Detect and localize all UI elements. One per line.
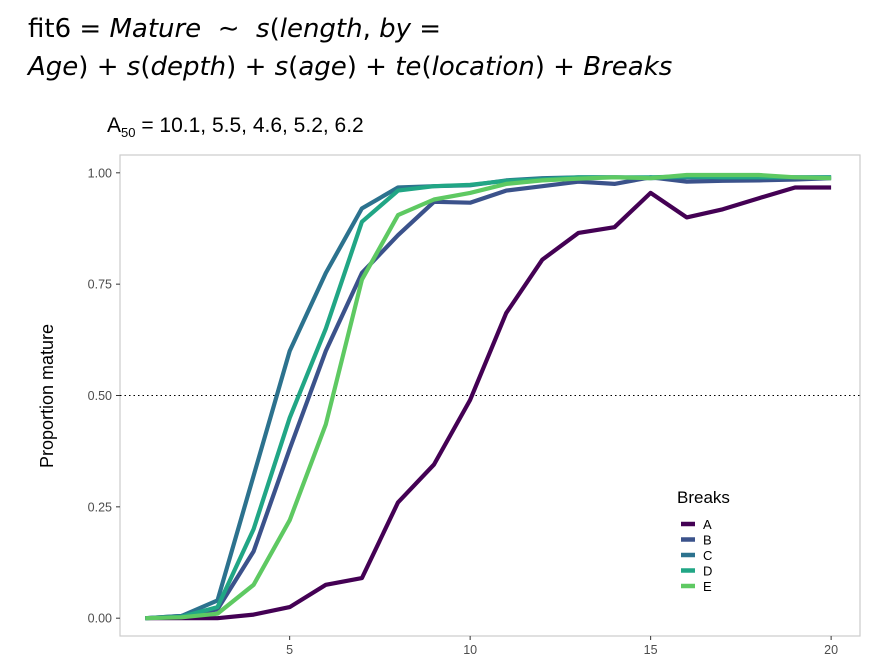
y-axis: 0.00 0.25 0.50 0.75 1.00: [88, 166, 120, 626]
title-token: fit6: [28, 14, 72, 44]
y-tick-label: 0.00: [88, 612, 112, 626]
y-tick-label: 0.50: [88, 389, 112, 403]
series-lines: [145, 172, 832, 621]
title-token: ) +: [346, 52, 396, 82]
x-tick-label: 20: [824, 643, 838, 657]
title-token: =: [71, 14, 110, 44]
subtitle-values: = 10.1, 5.5, 4.6, 5.2, 6.2: [135, 114, 364, 137]
x-tick-label: 5: [286, 643, 293, 657]
legend-label-a: A: [703, 517, 712, 532]
title-token: ∼: [201, 14, 257, 44]
x-axis: 5 10 15 20: [286, 636, 838, 657]
legend-label-b: B: [703, 533, 712, 548]
y-axis-label: Proportion mature: [37, 324, 57, 468]
title-token: (: [421, 52, 432, 82]
subtitle-prefix: A: [107, 114, 122, 137]
title-token: ) +: [534, 52, 584, 82]
title-token: (: [140, 52, 151, 82]
chart-title-line-1: fit6 = Mature ∼ s(length, by =: [28, 14, 441, 44]
y-tick-label: 0.25: [88, 500, 112, 514]
title-token: ,: [362, 14, 380, 44]
title-token: age: [298, 52, 347, 82]
title-token: by: [379, 14, 412, 44]
legend-label-d: D: [703, 564, 712, 579]
title-token: (: [288, 52, 299, 82]
title-token: s: [274, 52, 289, 82]
series-line-e: [145, 172, 832, 621]
title-token: (: [269, 14, 280, 44]
y-tick-label: 0.75: [88, 278, 112, 292]
legend-title: Breaks: [677, 488, 730, 507]
title-token: Age: [28, 52, 79, 82]
title-token: Mature: [109, 14, 202, 44]
series-line-d: [145, 174, 832, 621]
legend-label-c: C: [703, 548, 712, 563]
title-token: ) +: [226, 52, 275, 82]
title-token: depth: [150, 52, 227, 82]
x-tick-label: 10: [463, 643, 477, 657]
title-token: s: [256, 14, 270, 44]
series-line-b: [145, 175, 832, 621]
y-tick-label: 1.00: [88, 166, 112, 180]
x-tick-label: 15: [644, 643, 658, 657]
chart-title-line-2: Age) + s(depth) + s(age) + te(location) …: [28, 52, 672, 82]
chart-subtitle: A50 = 10.1, 5.5, 4.6, 5.2, 6.2: [107, 114, 364, 140]
legend-label-e: E: [703, 579, 712, 594]
title-token: =: [411, 14, 442, 44]
subtitle-subscript: 50: [121, 125, 136, 141]
title-token: length: [279, 14, 363, 44]
title-token: Breaks: [583, 52, 673, 82]
title-token: s: [126, 52, 141, 82]
title-token: ) +: [78, 52, 127, 82]
series-line-a: [145, 185, 832, 621]
title-token: location: [431, 52, 535, 82]
title-token: te: [395, 52, 422, 82]
